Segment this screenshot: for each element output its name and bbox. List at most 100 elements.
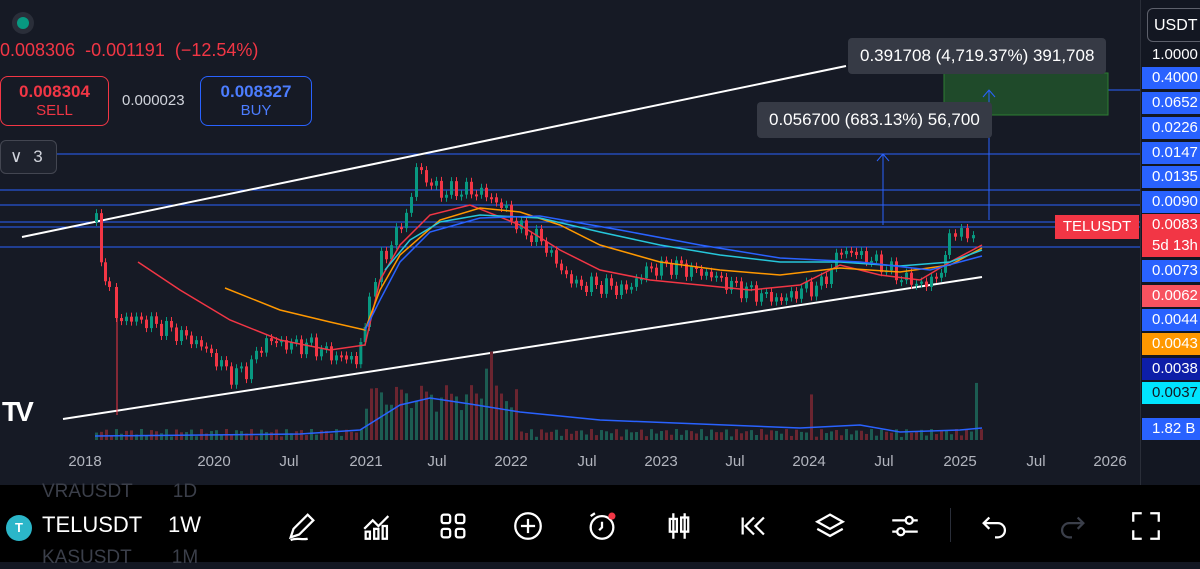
candles-icon[interactable] xyxy=(659,506,699,546)
undo-icon[interactable] xyxy=(975,506,1015,546)
candle xyxy=(200,340,203,347)
ghost-symbol-text: KASUSDT xyxy=(42,547,132,568)
price-axis[interactable]: USDT 1.0000 0.4000 0.0652 0.0226 0.0147 0.013… xyxy=(1140,0,1200,485)
measure-arrow-small[interactable] xyxy=(876,153,890,225)
volume-bar xyxy=(880,429,883,440)
candle xyxy=(495,197,498,203)
volume-bar xyxy=(240,431,243,440)
layers-icon[interactable] xyxy=(810,506,850,546)
candle xyxy=(972,235,975,239)
alert-clock-icon[interactable] xyxy=(582,506,622,546)
chart-area[interactable]: 0.008306 -0.001191 (−12.54%) 0.008304 SE… xyxy=(0,0,1140,485)
time-label: Jul xyxy=(279,453,299,470)
symbol-price-tag: TELUSDT xyxy=(1055,215,1139,239)
volume-bar xyxy=(485,368,488,440)
candle xyxy=(570,274,573,284)
volume-bar xyxy=(660,431,663,440)
price-summary: 0.008306 -0.001191 (−12.54%) xyxy=(0,40,258,61)
volume-bar xyxy=(600,430,603,440)
price-axis-label: 0.0090 xyxy=(1142,191,1200,213)
candle xyxy=(104,262,107,282)
volume-bar xyxy=(430,394,433,440)
volume-bar xyxy=(940,430,943,440)
add-circle-icon[interactable] xyxy=(508,506,548,546)
candle xyxy=(625,284,628,290)
candle xyxy=(390,245,393,260)
candle xyxy=(954,233,957,237)
candle xyxy=(415,167,418,197)
quote-currency-button[interactable]: USDT xyxy=(1147,8,1200,42)
price-axis-label: 0.0083 xyxy=(1142,214,1200,236)
time-axis[interactable]: 2018 2020 Jul 2021 Jul 2022 Jul 2023 Jul… xyxy=(0,445,1140,485)
candle xyxy=(510,204,513,221)
symbol-selector[interactable]: TELUSDT xyxy=(42,512,143,537)
candle xyxy=(925,281,928,287)
market-status-icon[interactable] xyxy=(12,12,34,34)
apps-grid-icon[interactable] xyxy=(433,506,473,546)
indicators-collapse-button[interactable]: ∨ 3 xyxy=(0,140,57,174)
pen-icon[interactable] xyxy=(282,506,322,546)
volume-bar xyxy=(955,429,958,440)
redo-icon[interactable] xyxy=(1052,506,1092,546)
candle xyxy=(870,260,873,263)
chevron-down-icon: ∨ xyxy=(10,147,23,166)
volume-bar xyxy=(465,394,468,440)
price-axis-label: 0.0135 xyxy=(1142,166,1200,188)
candle xyxy=(225,360,228,367)
candle xyxy=(685,263,688,277)
fullscreen-icon[interactable] xyxy=(1126,506,1166,546)
upper-trendline[interactable] xyxy=(21,65,847,238)
candle xyxy=(500,202,503,208)
indicators-icon[interactable] xyxy=(357,506,397,546)
volume-bar xyxy=(385,404,388,440)
indicator-count: 3 xyxy=(33,147,43,166)
interval-selector[interactable]: 1W xyxy=(168,512,201,537)
volume-bar xyxy=(855,430,858,440)
volume-bar xyxy=(390,404,393,440)
volume-bar xyxy=(755,435,758,440)
candle xyxy=(265,338,268,353)
candle xyxy=(165,320,168,336)
candle xyxy=(374,281,377,297)
buy-button[interactable]: 0.008327 BUY xyxy=(200,76,312,126)
candle xyxy=(765,292,768,295)
moving-averages xyxy=(137,204,983,351)
candle xyxy=(920,281,923,284)
candle xyxy=(810,281,813,297)
volume-bar xyxy=(280,436,283,440)
time-label: 2020 xyxy=(197,453,231,470)
time-label: Jul xyxy=(427,453,447,470)
volume-bar xyxy=(315,434,318,440)
candle xyxy=(395,227,398,246)
candle xyxy=(220,360,223,367)
candle xyxy=(555,250,558,264)
sell-button[interactable]: 0.008304 SELL xyxy=(0,76,109,126)
lower-trendline[interactable] xyxy=(62,276,983,420)
candle xyxy=(875,254,878,261)
candle xyxy=(363,327,367,342)
volume-bar xyxy=(545,432,548,440)
volume-bar xyxy=(505,401,508,440)
volume-bar xyxy=(930,429,933,440)
volume-bar xyxy=(890,432,893,440)
candle xyxy=(350,355,353,360)
candle xyxy=(880,254,883,273)
moving-average-line xyxy=(224,207,983,331)
rewind-icon[interactable] xyxy=(734,506,774,546)
buy-price: 0.008327 xyxy=(220,82,292,101)
volume-bar xyxy=(115,429,118,440)
candle xyxy=(359,341,363,365)
volume-bar xyxy=(450,393,453,440)
volume-bar xyxy=(785,429,788,440)
volume-bar xyxy=(110,435,113,440)
price-change: -0.001191 xyxy=(85,40,165,60)
candle xyxy=(545,241,548,253)
volume-bar xyxy=(770,430,773,440)
candle xyxy=(560,263,563,271)
volume-bar xyxy=(965,429,968,440)
volume-bar xyxy=(915,431,918,440)
volume-bar xyxy=(905,429,908,440)
settings-sliders-icon[interactable] xyxy=(885,506,925,546)
volume-bar xyxy=(715,432,718,440)
ghost-symbol-text: VRAUSDT xyxy=(42,481,133,502)
